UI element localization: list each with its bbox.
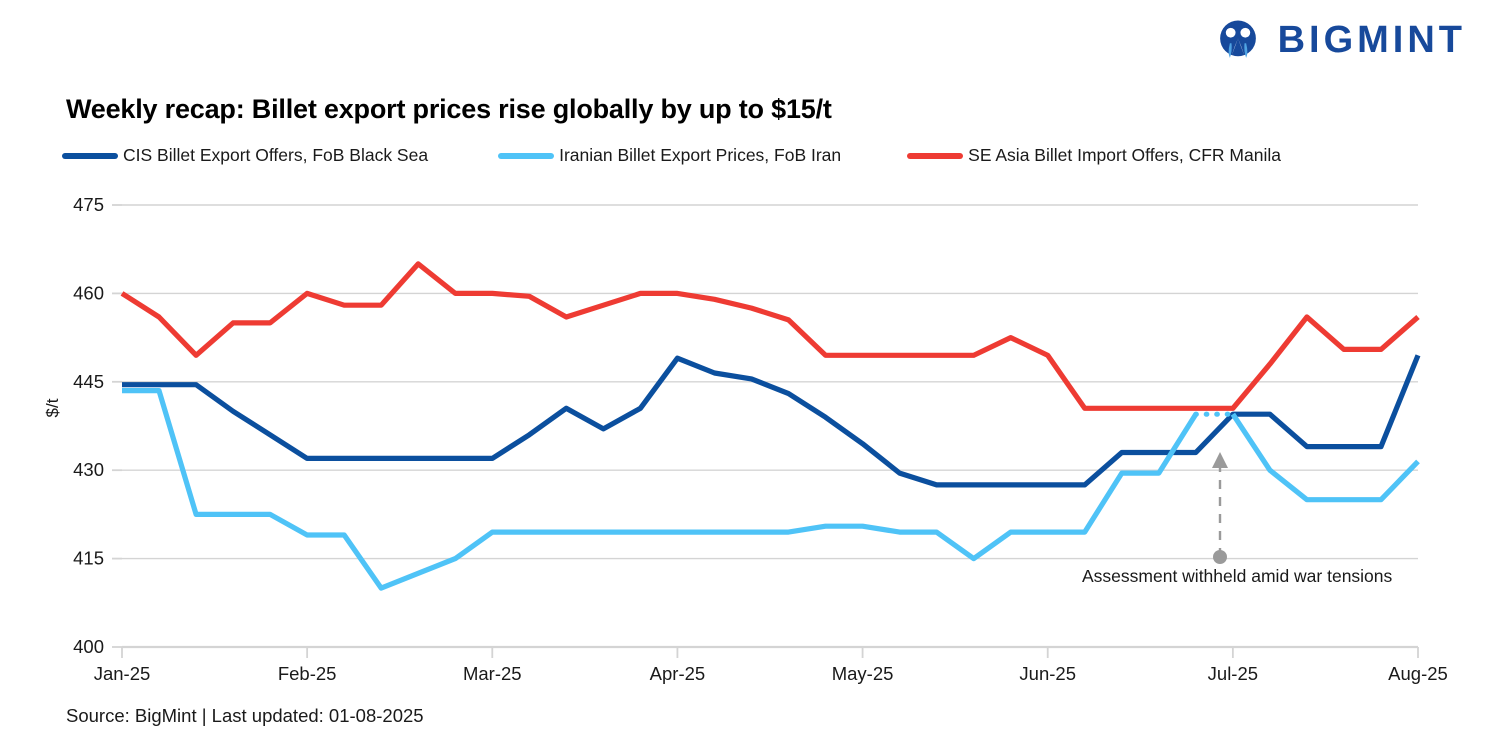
legend-swatch-iran [498, 152, 555, 159]
y-axis-tick-label: 400 [73, 636, 104, 657]
series-line-2 [120, 261, 1420, 411]
annotation-dot-icon [1213, 550, 1227, 564]
x-axis-tick-label: Jul-25 [1208, 663, 1258, 684]
y-axis-tick-label: 475 [73, 194, 104, 215]
legend-item-se-asia[interactable]: SE Asia Billet Import Offers, CFR Manila [907, 145, 1281, 165]
chart-legend: CIS Billet Export Offers, FoB Black Sea … [62, 145, 1281, 165]
x-axis-tick-label: Apr-25 [650, 663, 706, 684]
brand-bar: BIGMINT [1212, 14, 1466, 66]
x-axis-tick-label: May-25 [832, 663, 894, 684]
y-axis-title: $/t [43, 398, 62, 417]
legend-item-cis[interactable]: CIS Billet Export Offers, FoB Black Sea [62, 145, 429, 165]
x-axis-tick-label: Jan-25 [94, 663, 151, 684]
legend-label-cis: CIS Billet Export Offers, FoB Black Sea [123, 145, 429, 165]
y-axis-tick-label: 445 [73, 371, 104, 392]
legend-swatch-cis [62, 152, 118, 159]
source-note: Source: BigMint | Last updated: 01-08-20… [66, 705, 424, 726]
yaxis-title: $/t [43, 398, 62, 417]
page-title: Weekly recap: Billet export prices rise … [66, 94, 832, 124]
grid-layer [122, 204, 1418, 560]
x-axis-tick-label: Mar-25 [463, 663, 522, 684]
series-line-tail-1 [1230, 412, 1420, 503]
y-axis-tick-label: 415 [73, 548, 104, 569]
annotation-text: Assessment withheld amid war tensions [1082, 566, 1393, 586]
legend-label-iran: Iranian Billet Export Prices, FoB Iran [559, 145, 842, 165]
annotation-layer: Assessment withheld amid war tensions [1082, 452, 1393, 586]
series-layer [120, 261, 1421, 591]
x-axis-tick-label: Aug-25 [1388, 663, 1448, 684]
y-axis-tick-label: 430 [73, 459, 104, 480]
legend-item-iran[interactable]: Iranian Billet Export Prices, FoB Iran [498, 145, 842, 165]
legend-label-se-asia: SE Asia Billet Import Offers, CFR Manila [968, 145, 1281, 165]
legend-swatch-se-asia [907, 152, 964, 159]
bigmint-logo-icon [1219, 20, 1256, 58]
annotation-arrow-icon [1212, 452, 1228, 468]
x-axis-tick-label: Jun-25 [1019, 663, 1076, 684]
xtick-layer: Jan-25 Feb-25 Mar-25 Apr-25 May-25 Jun-25 Jul-… [94, 647, 1448, 684]
brand-name: BIGMINT [1277, 19, 1466, 61]
series-line-1 [122, 388, 1199, 591]
y-axis-tick-label: 460 [73, 282, 104, 303]
x-axis-tick-label: Feb-25 [278, 663, 337, 684]
ytick-layer: 400 415 430 445 460 475 [73, 194, 122, 657]
series-line-0 [122, 354, 1421, 488]
